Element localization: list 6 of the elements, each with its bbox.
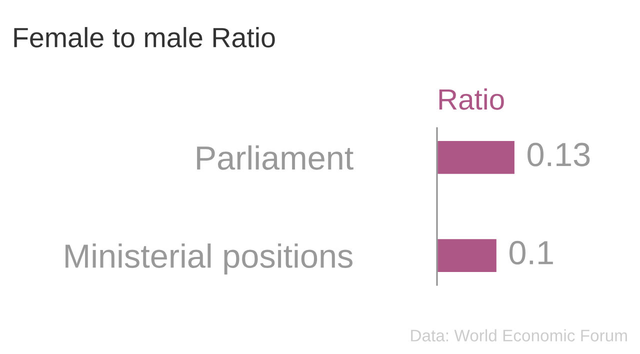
y-tick-label: Ministerial positions [66,243,352,275]
data-label: 0.1 [510,240,553,265]
data-label: 0.13 [528,142,590,166]
text: Female to male Ratio [14,27,275,48]
series-label: Ratio [439,88,504,110]
y-tick-label: Parliament [197,145,354,170]
